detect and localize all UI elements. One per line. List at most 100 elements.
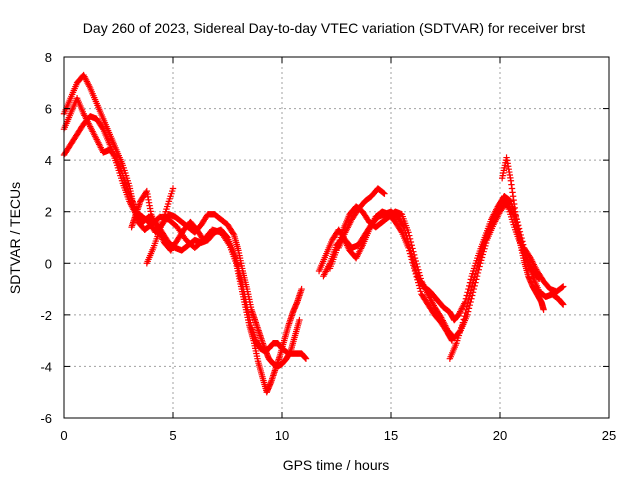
data-point	[476, 253, 484, 260]
data-point	[415, 282, 423, 289]
series-track-4	[128, 187, 214, 254]
data-point	[559, 283, 566, 291]
data-point	[540, 306, 547, 313]
data-point	[467, 287, 475, 294]
data-point	[415, 279, 422, 286]
y-tick-label: 2	[45, 205, 52, 220]
data-point	[413, 273, 420, 281]
data-point	[410, 264, 418, 272]
series-track-5	[143, 185, 177, 267]
data-point	[474, 262, 481, 269]
y-tick-label: -4	[40, 359, 52, 374]
data-point	[475, 259, 482, 266]
data-point	[536, 275, 543, 282]
x-tick-label: 0	[60, 428, 67, 443]
data-point	[477, 250, 485, 257]
y-tick-label: 8	[45, 50, 52, 65]
data-point	[413, 260, 420, 268]
data-point	[459, 319, 467, 326]
data-point	[472, 267, 480, 275]
y-axis-label: SDTVAR / TECUs	[7, 182, 23, 294]
data-point	[408, 256, 415, 263]
data-point	[411, 254, 419, 262]
data-point	[471, 274, 478, 281]
y-tick-label: -2	[40, 308, 52, 323]
data-point	[466, 293, 473, 301]
data-point	[230, 230, 237, 237]
data-point	[99, 124, 106, 132]
data-point	[406, 232, 413, 239]
y-tick-label: 6	[45, 102, 52, 117]
series-track-9	[335, 185, 388, 252]
data-point	[206, 232, 213, 239]
y-tick-label: -6	[40, 411, 52, 426]
x-tick-label: 25	[602, 428, 616, 443]
data-point	[397, 227, 405, 235]
data-point	[408, 242, 415, 249]
data-point	[416, 272, 424, 279]
data-point	[469, 280, 476, 288]
data-point	[405, 229, 412, 236]
series-track-8	[320, 208, 456, 344]
data-point	[467, 290, 474, 297]
data-point	[461, 312, 468, 320]
data-point	[381, 190, 388, 197]
x-tick-label: 20	[493, 428, 507, 443]
data-point	[296, 316, 303, 324]
data-point	[415, 269, 423, 276]
data-point	[302, 355, 310, 362]
data-point	[476, 256, 483, 263]
data-point	[380, 189, 387, 197]
data-point	[462, 309, 469, 317]
data-point	[415, 266, 422, 273]
data-point	[206, 231, 214, 239]
data-point	[460, 316, 467, 323]
data-point	[406, 250, 414, 257]
data-point	[410, 262, 417, 269]
x-tick-label: 10	[275, 428, 289, 443]
data-point	[411, 267, 419, 275]
grid-lines	[64, 57, 609, 418]
data-point	[473, 264, 481, 272]
x-axis: 0 5 10 15 20 25	[60, 57, 616, 443]
x-axis-label: GPS time / hours	[283, 457, 390, 473]
data-point	[478, 247, 485, 254]
data-point	[409, 245, 416, 252]
data-point	[463, 303, 471, 310]
data-point	[412, 270, 419, 278]
data-point	[410, 251, 418, 259]
series-track-3	[60, 113, 310, 362]
data-point	[169, 185, 177, 192]
data-point	[410, 248, 417, 255]
data-point	[405, 244, 412, 252]
data-point	[472, 271, 479, 278]
chart-title: Day 260 of 2023, Sidereal Day-to-day VTE…	[83, 20, 585, 36]
data-point	[298, 285, 305, 293]
data-point	[464, 300, 472, 307]
data-point	[409, 259, 416, 266]
data-point	[468, 283, 476, 291]
plot-frame	[63, 56, 610, 419]
data-point	[560, 301, 567, 308]
data-point	[417, 288, 424, 295]
data-point	[417, 275, 424, 282]
data-point	[414, 263, 421, 271]
y-axis: -6 -4 -2 0 2 4 6 8	[40, 50, 609, 426]
y-tick-label: 0	[45, 256, 52, 271]
data-point	[560, 283, 567, 290]
data-point	[412, 257, 419, 265]
data-point	[470, 277, 477, 284]
x-tick-label: 5	[169, 428, 176, 443]
series-track-11	[498, 154, 547, 313]
y-tick-label: 4	[45, 153, 52, 168]
data-point	[406, 247, 413, 254]
data-point	[406, 235, 414, 242]
data-series	[60, 71, 567, 396]
data-point	[463, 306, 470, 313]
data-point	[414, 276, 421, 283]
data-point	[465, 296, 472, 304]
data-point	[407, 253, 415, 260]
x-tick-label: 15	[384, 428, 398, 443]
data-point	[416, 285, 424, 292]
